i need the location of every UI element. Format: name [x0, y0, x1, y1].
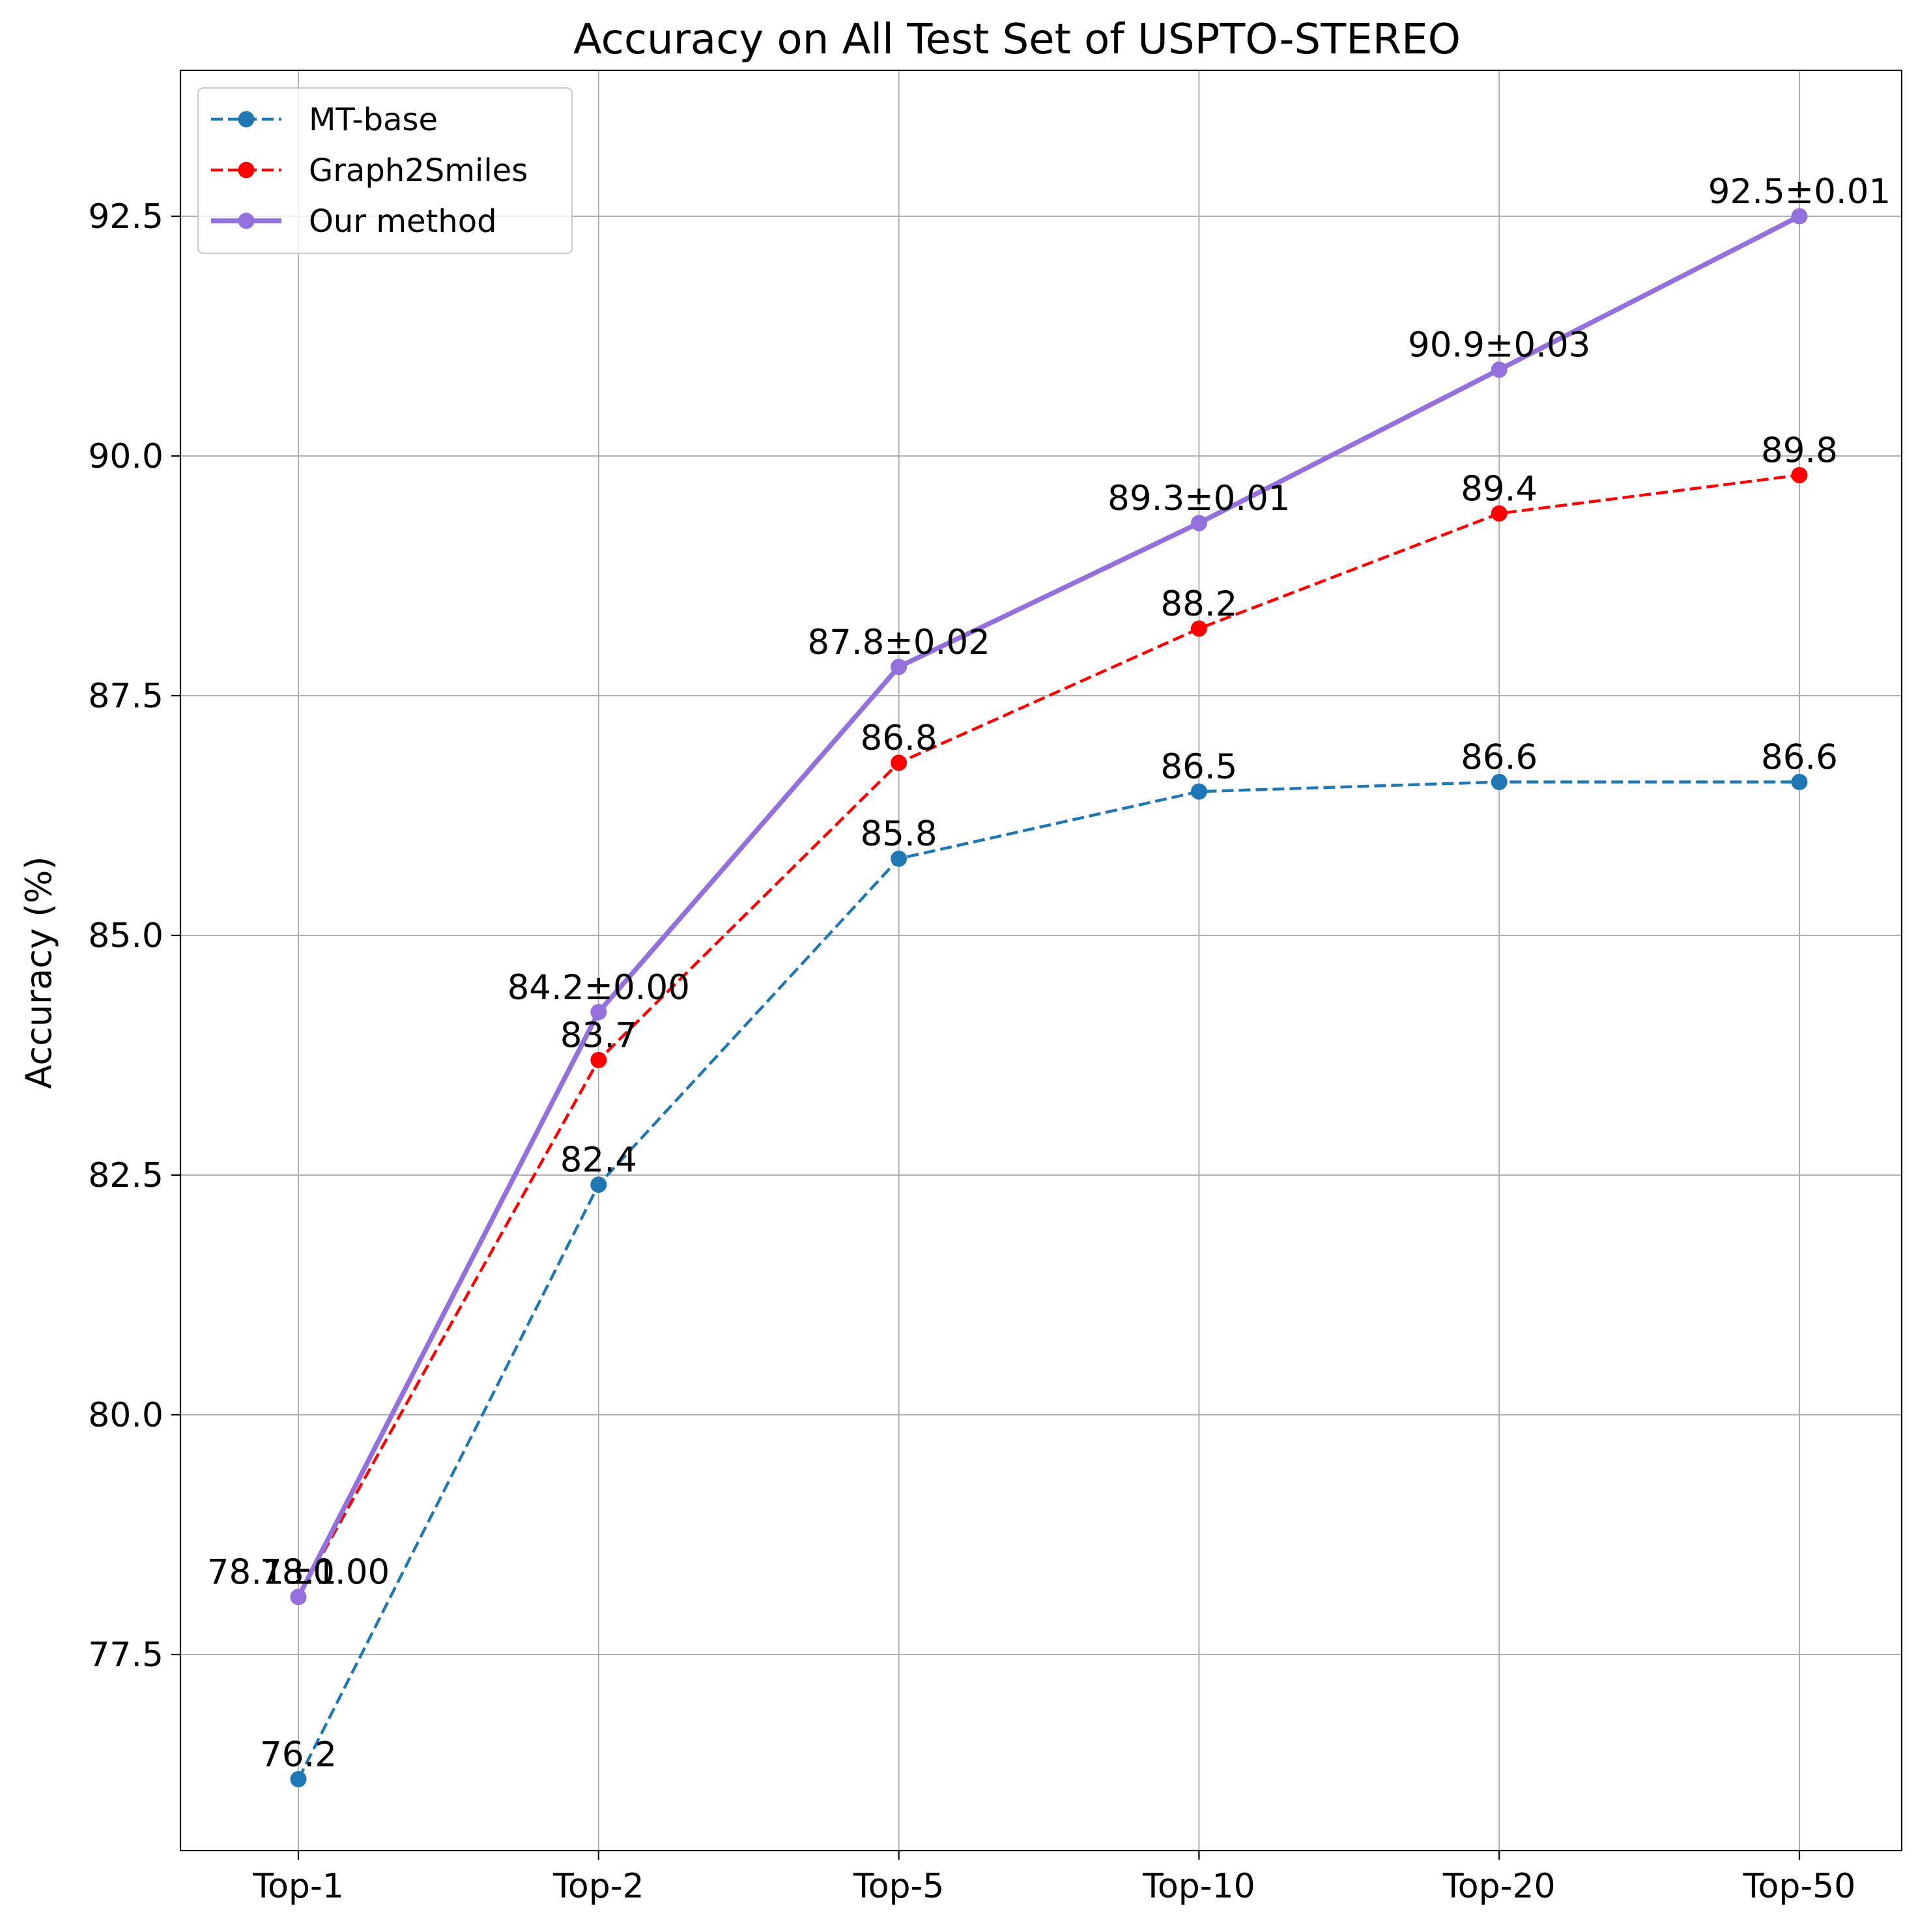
point-graph2smiles-top-2	[590, 1051, 607, 1068]
point-mt-base-top-20	[1491, 773, 1508, 790]
series-line-our-method	[296, 214, 1801, 1598]
y-tick-label-85-0: 85.0	[88, 916, 164, 956]
point-graph2smiles-top-50	[1791, 466, 1808, 483]
legend-marker-our-method	[238, 212, 255, 229]
data-label-graph2smiles-top-10: 88.2	[1160, 584, 1237, 624]
series-lines	[296, 214, 1801, 1780]
y-tick-label-77-5: 77.5	[88, 1636, 164, 1675]
legend-marker-mt-base	[238, 111, 255, 128]
chart-title: Accuracy on All Test Set of USPTO-STEREO	[573, 16, 1461, 64]
point-graph2smiles-top-10	[1190, 620, 1207, 637]
x-tick-label-top-50: Top-50	[1743, 1867, 1856, 1906]
data-label-mt-base-top-5: 85.8	[861, 814, 937, 854]
data-labels: 76.2 82.4 85.8 86.5 86.6 86.6 78.1 83.7 86.8 88.2…	[207, 172, 1891, 1774]
data-points	[290, 208, 1808, 1787]
point-mt-base-top-1	[290, 1770, 307, 1787]
data-label-mt-base-top-10: 86.5	[1160, 747, 1237, 787]
y-tick-label-90-0: 90.0	[88, 437, 164, 476]
data-label-mt-base-top-20: 86.6	[1461, 737, 1538, 777]
point-our-method-top-2	[590, 1004, 607, 1021]
data-label-our-method-top-2: 84.2±0.00	[508, 968, 690, 1008]
data-label-graph2smiles-top-1: 78.1	[260, 1553, 337, 1593]
data-label-graph2smiles-top-5: 86.8	[861, 718, 937, 758]
data-label-mt-base-top-2: 82.4	[560, 1141, 637, 1180]
data-label-graph2smiles-top-2: 83.7	[560, 1016, 637, 1055]
axis-ticks: Top-1 Top-2 Top-5 Top-10 Top-20 Top-50 77.5 80.…	[88, 197, 1855, 1906]
y-tick-label-82-5: 82.5	[88, 1156, 164, 1195]
point-mt-base-top-2	[590, 1176, 607, 1193]
y-axis-title: Accuracy (%)	[18, 856, 59, 1088]
x-tick-label-top-5: Top-5	[853, 1867, 945, 1906]
data-label-graph2smiles-top-50: 89.8	[1761, 431, 1838, 470]
data-label-our-method-top-5: 87.8±0.02	[807, 623, 990, 662]
data-label-our-method-top-10: 89.3±0.01	[1108, 479, 1290, 519]
x-tick-label-top-2: Top-2	[552, 1867, 644, 1906]
data-label-mt-base-top-50: 86.6	[1761, 737, 1838, 777]
data-label-our-method-top-1: 78.1±0.00	[207, 1553, 390, 1593]
legend-label-mt-base: MT-base	[309, 102, 438, 138]
y-tick-label-92-5: 92.5	[88, 197, 164, 236]
point-mt-base-top-50	[1791, 773, 1808, 790]
point-our-method-top-1	[290, 1589, 307, 1606]
point-graph2smiles-top-5	[891, 754, 908, 771]
x-tick-label-top-10: Top-10	[1142, 1867, 1255, 1906]
x-tick-label-top-20: Top-20	[1442, 1867, 1556, 1906]
plot-frame	[179, 69, 1903, 1852]
data-label-mt-base-top-1: 76.2	[260, 1735, 337, 1774]
series-line-mt-base	[296, 780, 1799, 1780]
point-our-method-top-50	[1791, 208, 1808, 225]
legend-marker-graph2smiles	[238, 162, 255, 178]
series-line-graph2smiles	[297, 474, 1800, 1598]
point-mt-base-top-5	[891, 850, 908, 867]
data-label-our-method-top-20: 90.9±0.03	[1408, 326, 1590, 365]
legend-label-our-method: Our method	[309, 203, 497, 240]
point-graph2smiles-top-20	[1491, 505, 1508, 522]
x-tick-label-top-1: Top-1	[252, 1867, 344, 1906]
legend-label-graph2smiles: Graph2Smiles	[309, 152, 528, 189]
point-our-method-top-10	[1190, 515, 1207, 532]
legend: MT-base Graph2Smiles Our method	[197, 87, 573, 255]
y-tick-label-80-0: 80.0	[88, 1396, 164, 1435]
legend-box	[197, 87, 573, 255]
point-our-method-top-20	[1491, 362, 1508, 378]
point-our-method-top-5	[891, 659, 908, 675]
point-mt-base-top-10	[1190, 783, 1207, 800]
grid-lines	[180, 70, 1902, 1851]
data-label-graph2smiles-top-20: 89.4	[1461, 469, 1538, 509]
y-tick-label-87-5: 87.5	[88, 677, 164, 716]
data-label-our-method-top-50: 92.5±0.01	[1708, 172, 1891, 212]
